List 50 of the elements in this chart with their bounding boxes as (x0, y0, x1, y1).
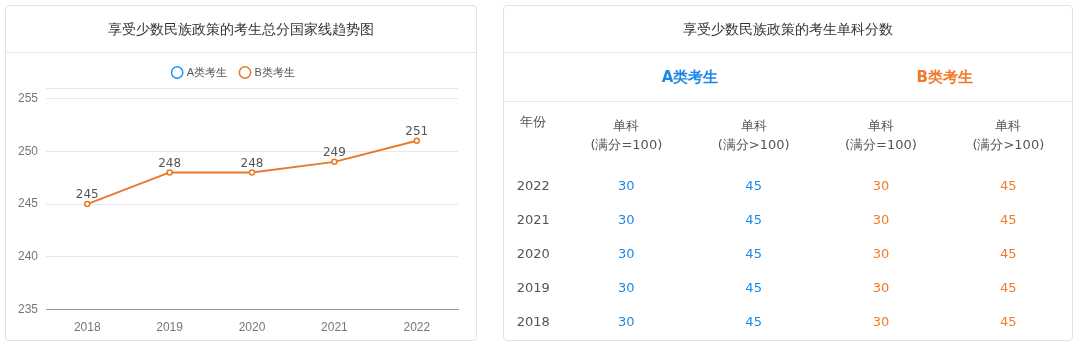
data-label: 45 (999, 210, 1018, 229)
data-label: 45 (999, 312, 1018, 331)
data-label: 45 (999, 244, 1018, 263)
x-tick-label: 单科 (满分>100) (971, 117, 1046, 154)
y-tick-label: 250 (17, 143, 39, 158)
data-label: 30 (617, 312, 636, 331)
data-label: 30 (871, 244, 891, 263)
data-label: 45 (999, 278, 1018, 297)
y-axis-title: 年份 (519, 113, 548, 131)
data-label: 45 (999, 176, 1018, 195)
y-tick-label: 2020 (515, 244, 551, 263)
y-tick-label: 2022 (515, 176, 551, 195)
data-label: 30 (871, 176, 891, 195)
data-label: 45 (744, 210, 763, 229)
legend-label: B类考生 (254, 65, 295, 78)
legend-label: A类考生 (186, 65, 228, 78)
chart-title: 享受少数民族政策的考生单科分数 (504, 6, 1072, 53)
text: A类考生 (562, 53, 818, 102)
x-tick-label: 单科 (满分=100) (589, 117, 664, 154)
data-label: 248 (158, 155, 182, 170)
x-tick-label: 2019 (156, 320, 184, 335)
data-label: 30 (871, 278, 891, 297)
x-tick-label: 单科 (满分=100) (844, 117, 918, 154)
data-label: 248 (240, 155, 264, 170)
data-label: 45 (744, 278, 763, 297)
data-label: 30 (617, 210, 636, 229)
y-tick-label: 245 (17, 196, 39, 211)
data-label: 45 (744, 312, 763, 331)
data-label: 30 (617, 278, 636, 297)
y-tick-label: 255 (17, 90, 39, 105)
data-label: 30 (617, 244, 636, 263)
data-label: 249 (322, 144, 346, 159)
y-tick-label: 2021 (515, 210, 551, 229)
x-tick-label: 2022 (403, 320, 431, 335)
data-label: 30 (871, 312, 891, 331)
data-label: 30 (871, 210, 891, 229)
data-label: 45 (744, 176, 763, 195)
y-tick-label: 235 (17, 301, 39, 316)
data-label: 45 (744, 244, 763, 263)
data-label: 251 (405, 123, 429, 138)
text: B类考生 (817, 53, 1072, 102)
x-tick-label: 单科 (满分>100) (716, 117, 791, 154)
chart-title: 享受少数民族政策的考生总分国家线趋势图 (6, 6, 476, 53)
data-label: 30 (617, 176, 636, 195)
y-tick-label: 240 (17, 249, 39, 264)
x-tick-label: 2021 (321, 320, 349, 335)
x-tick-label: 2020 (238, 320, 266, 335)
data-label: 245 (75, 187, 99, 202)
y-tick-label: 2019 (515, 278, 551, 297)
x-tick-label: 2018 (73, 320, 101, 335)
